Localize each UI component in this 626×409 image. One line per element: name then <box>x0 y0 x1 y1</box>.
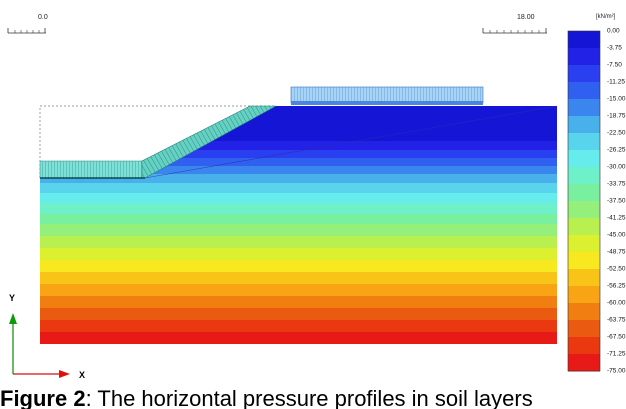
legend-tick-label: -67.50 <box>607 333 626 341</box>
contour-band <box>40 284 557 297</box>
legend-swatch <box>568 235 600 253</box>
legend-tick-label: -48.75 <box>607 248 626 256</box>
surface-load-top-base <box>291 101 483 105</box>
surface-load-top <box>290 86 484 104</box>
legend-tick-label: -52.50 <box>607 265 626 273</box>
contour-band <box>40 150 557 159</box>
legend-swatch <box>568 201 600 219</box>
legend-tick-label: 0.00 <box>607 27 620 35</box>
legend-swatch <box>568 150 600 168</box>
legend-tick-label: -33.75 <box>607 180 626 188</box>
legend-swatch <box>568 48 600 66</box>
legend-swatch <box>568 252 600 270</box>
top-right-ruler <box>482 28 547 34</box>
contour-band <box>40 260 557 273</box>
x-axis-label: X <box>79 370 86 380</box>
contour-band <box>40 214 557 225</box>
legend-unit-label: [kN/m²] <box>596 14 616 20</box>
legend-swatch <box>568 286 600 304</box>
contour-band <box>40 141 557 151</box>
legend-tick-label: -11.25 <box>607 78 625 86</box>
legend-tick-label: -22.50 <box>607 129 626 137</box>
legend-tick-label: -26.25 <box>607 146 626 154</box>
legend-swatch <box>568 184 600 202</box>
axes-indicator <box>9 313 70 378</box>
legend-swatch <box>568 167 600 185</box>
contour-band <box>40 166 557 175</box>
legend-tick-label: -45.00 <box>607 231 626 239</box>
legend-tick-label: -60.00 <box>607 299 626 307</box>
legend-colorbar <box>568 31 600 372</box>
contour-band <box>40 158 557 167</box>
legend-tick-label: -18.75 <box>607 112 626 120</box>
legend-swatch <box>568 320 600 338</box>
interface-line <box>144 105 558 179</box>
legend-tick-label: -56.25 <box>607 282 626 290</box>
legend-swatch <box>568 116 600 134</box>
legend-swatch <box>568 303 600 321</box>
contour-band <box>40 236 557 249</box>
contour-band <box>40 320 557 333</box>
legend-swatch <box>568 337 600 355</box>
top-left-ruler <box>7 28 46 34</box>
legend-swatch <box>568 269 600 287</box>
figure-caption: Figure 2: The horizontal pressure profil… <box>0 388 533 409</box>
contour-band <box>40 106 557 142</box>
legend-swatch <box>568 82 600 100</box>
contour-band <box>40 308 557 321</box>
legend-tick-label: -63.75 <box>607 316 626 324</box>
contour-band <box>40 224 557 237</box>
contour-band <box>40 183 557 194</box>
legend-tick-label: -3.75 <box>607 44 622 52</box>
contour-band <box>40 332 557 344</box>
legend-tick-label: -75.00 <box>607 367 626 375</box>
figure-caption-text: The horizontal pressure profiles in soil… <box>97 388 533 409</box>
figure-caption-prefix: Figure 2 <box>0 388 86 409</box>
legend-swatch <box>568 133 600 151</box>
y-axis-label: Y <box>9 293 16 303</box>
contour-band <box>40 203 557 215</box>
legend-tick-label: -37.50 <box>607 197 626 205</box>
contour-band <box>40 272 557 285</box>
legend-swatch <box>568 218 600 236</box>
legend-swatch <box>568 65 600 83</box>
contour-band <box>40 193 557 204</box>
contour-band <box>40 248 557 261</box>
excavation-outline <box>39 105 276 178</box>
legend-tick-label: -7.50 <box>607 61 622 69</box>
legend-tick-label: -30.00 <box>607 163 626 171</box>
legend-swatch <box>568 354 600 372</box>
surface-load-left <box>39 160 143 179</box>
legend-tick-label: -15.00 <box>607 95 626 103</box>
legend-swatch <box>568 99 600 117</box>
contour-band <box>40 296 557 309</box>
legend-tick-label: -41.25 <box>607 214 626 222</box>
legend-tick-label: -71.25 <box>607 350 626 358</box>
ruler-left-label: 0.0 <box>38 14 48 21</box>
pressure-contour-bands <box>40 106 557 344</box>
ruler-right-label: 18.00 <box>517 14 535 21</box>
contour-band <box>40 174 557 184</box>
legend-swatch <box>568 31 600 49</box>
